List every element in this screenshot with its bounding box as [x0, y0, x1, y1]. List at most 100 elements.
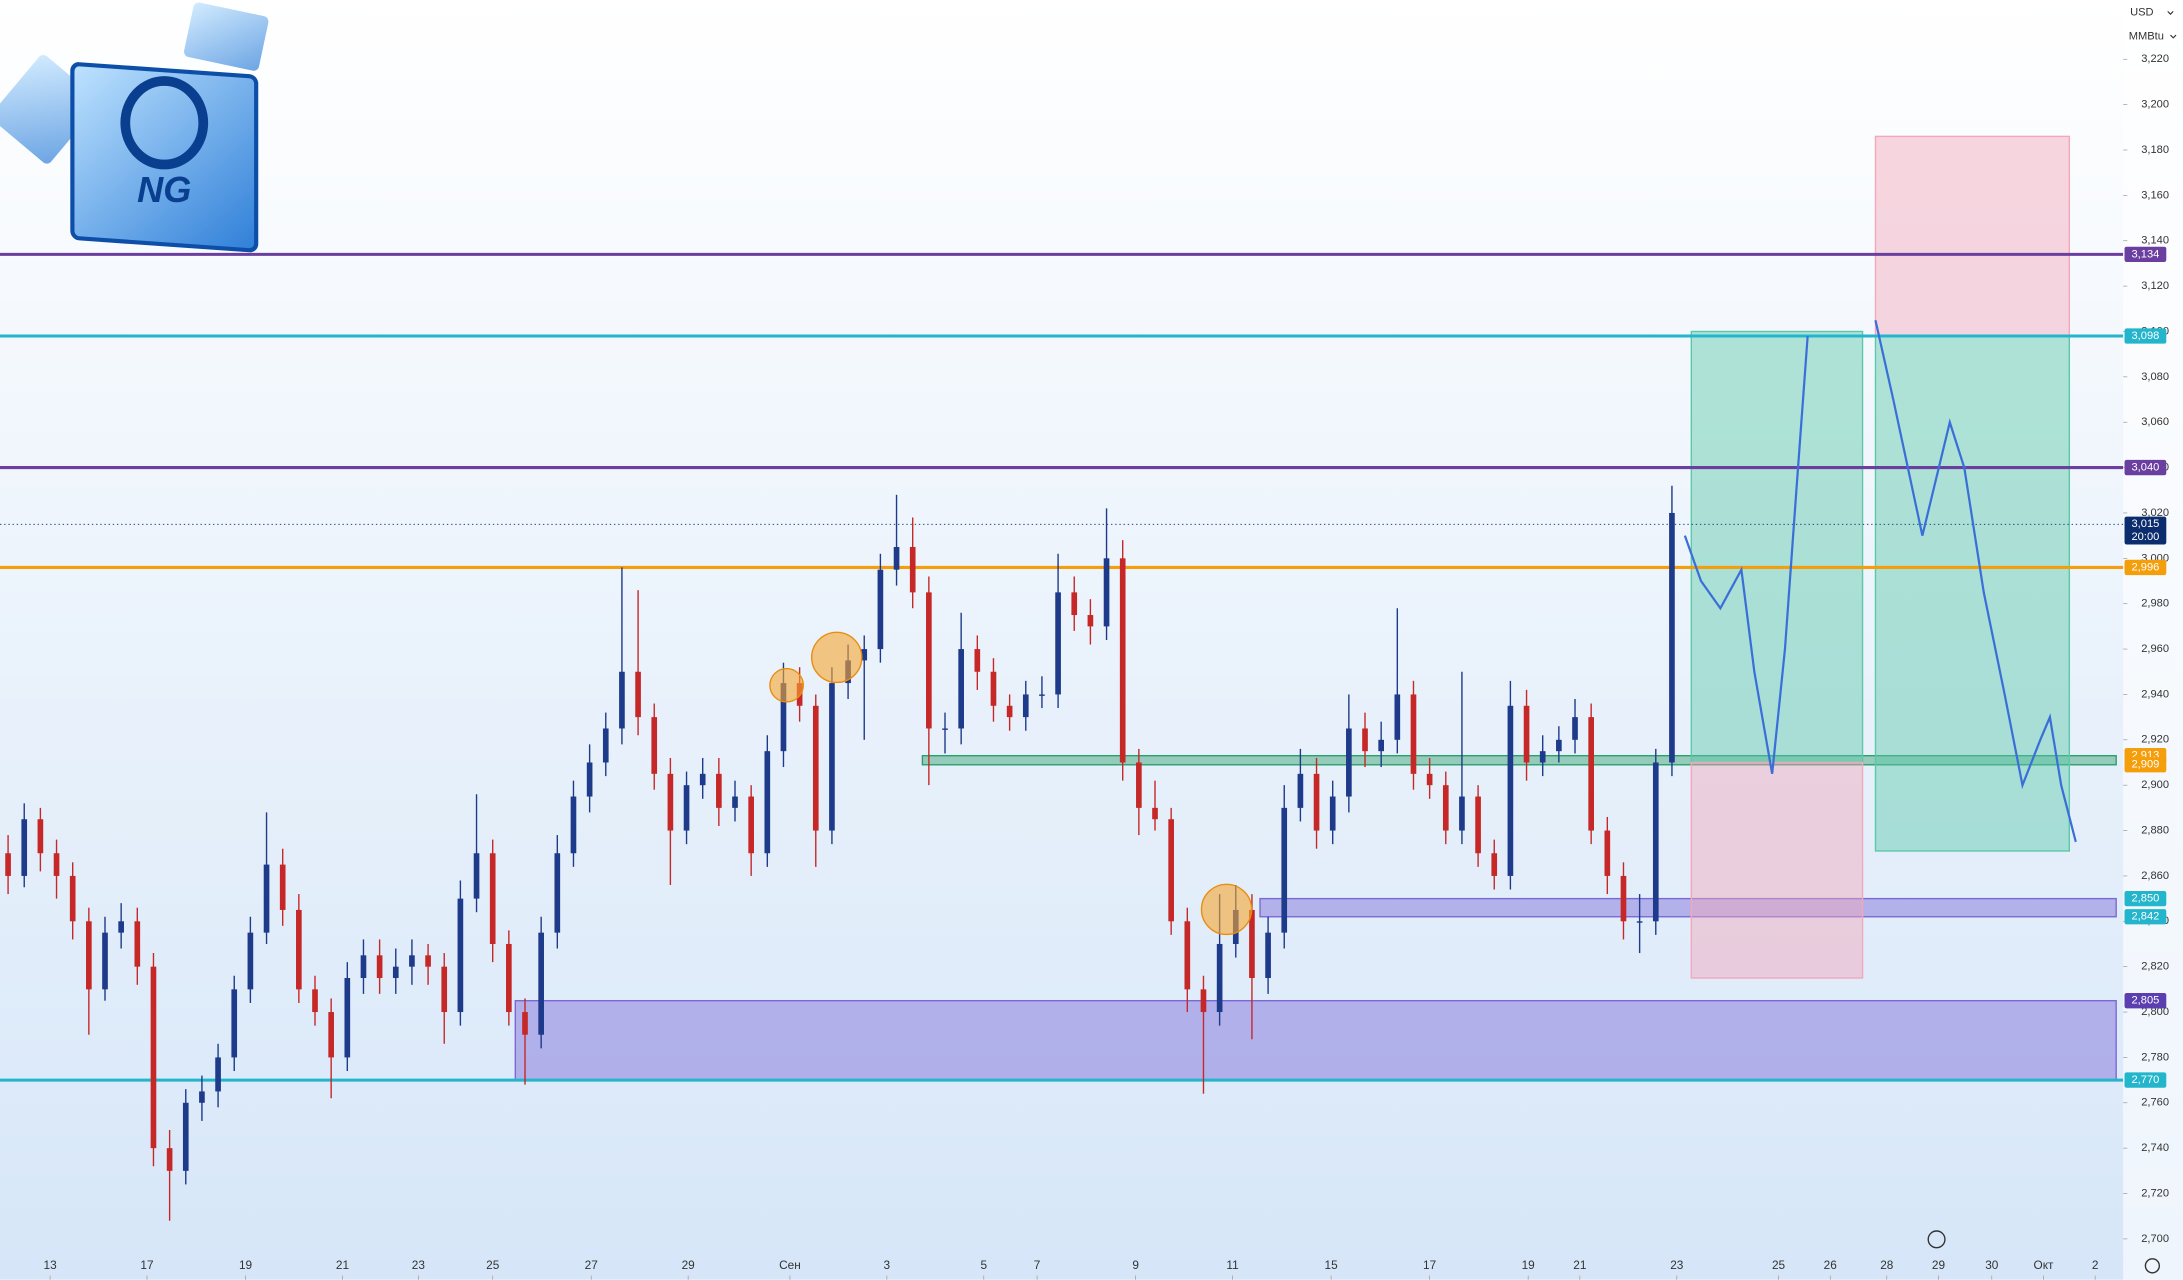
candle-body	[53, 853, 60, 876]
candle-body	[182, 1102, 189, 1171]
candle-body	[69, 875, 76, 922]
unit: MMBtu	[2129, 30, 2164, 42]
candle-body	[425, 955, 431, 967]
candle-body	[312, 989, 318, 1013]
y-tick-label: 2,960	[2141, 643, 2169, 655]
chevron	[2167, 11, 2174, 15]
x-tick-label: 2	[2092, 1258, 2099, 1272]
x-tick-label: 28	[1880, 1258, 1894, 1272]
price-tag-label: 3,040	[2131, 462, 2159, 474]
logo-text: NG	[137, 169, 191, 210]
candle-body	[538, 932, 544, 1035]
logo-main	[70, 62, 259, 253]
x-tick-label: 5	[980, 1258, 987, 1272]
price-tag	[2124, 459, 2167, 476]
candle-body	[1604, 830, 1611, 876]
clock-icon[interactable]	[1927, 1230, 1946, 1249]
candle-body	[1313, 773, 1320, 831]
candle-body	[1281, 807, 1288, 933]
candle-body	[1588, 717, 1594, 831]
candle-body	[1556, 739, 1562, 752]
candle-body	[716, 773, 722, 808]
y-tick-label: 2,860	[2141, 870, 2169, 882]
price-tag-label: 3,098	[2131, 330, 2159, 342]
candle-body	[1055, 592, 1061, 695]
candle-body	[457, 898, 464, 1013]
candle-body	[376, 955, 383, 979]
x-tick-label: 25	[486, 1258, 500, 1272]
candle-body	[1442, 785, 1449, 831]
highlight-circle	[1200, 883, 1253, 936]
candle-body	[893, 546, 900, 570]
candle-body	[732, 796, 738, 808]
price-tag-label: 3,015	[2131, 518, 2159, 530]
candle-body	[1636, 921, 1643, 923]
price-tag	[2124, 328, 2167, 344]
candle-body	[829, 683, 835, 831]
candle-body	[441, 966, 448, 1013]
x-tick-label: Сен	[779, 1258, 801, 1272]
candle-body	[974, 649, 981, 672]
price-axis	[2123, 0, 2183, 1280]
candle-body	[1119, 558, 1126, 763]
candle-body	[1039, 694, 1045, 696]
candle-body	[392, 966, 399, 979]
candle-body	[812, 705, 819, 831]
y-tick-label: 2,700	[2141, 1233, 2169, 1245]
candle-body	[1459, 796, 1465, 831]
y-tick-label: 3,020	[2141, 507, 2169, 519]
candle-body	[1410, 694, 1417, 774]
price-tag-label: 2,909	[2131, 759, 2159, 771]
candle-body	[1006, 705, 1013, 718]
price-tag-label: 2,850	[2131, 893, 2159, 905]
candle-body	[1071, 592, 1078, 616]
candle-body	[199, 1091, 205, 1103]
x-tick-label: 29	[682, 1258, 696, 1272]
y-tick-label: 3,080	[2141, 371, 2169, 383]
price-tag	[2124, 559, 2167, 576]
zone	[1874, 335, 2071, 852]
x-tick-label: 19	[239, 1258, 253, 1272]
price-tag-label: 2,996	[2131, 561, 2159, 573]
candle-body	[231, 989, 238, 1058]
highlight-circle	[810, 631, 863, 684]
zone	[1259, 897, 2117, 918]
candle-body	[1103, 558, 1110, 627]
projection-line	[1683, 319, 2077, 843]
candle-body	[1136, 762, 1142, 808]
logo: NG	[0, 2, 269, 253]
zone	[1690, 330, 1864, 764]
x-tick-label: 9	[1132, 1258, 1139, 1272]
candle-body	[279, 864, 286, 910]
candle-body	[360, 955, 367, 979]
candle-body	[990, 671, 997, 706]
candle-body	[409, 955, 415, 967]
candle-body	[1184, 921, 1191, 990]
candle-body	[909, 546, 916, 593]
candle-body	[1620, 875, 1627, 922]
x-tick-label: 7	[1034, 1258, 1041, 1272]
x-tick-label: 27	[585, 1258, 598, 1272]
price-tag	[2124, 909, 2167, 925]
candle-body	[667, 773, 674, 831]
candle-body	[1507, 705, 1514, 876]
candle-body	[5, 853, 11, 876]
settings-icon[interactable]	[2144, 1258, 2161, 1274]
candle-body	[102, 932, 108, 990]
candle-body	[1087, 615, 1094, 627]
candle-body	[699, 773, 706, 786]
y-tick-label: 2,900	[2141, 779, 2169, 791]
price-tag	[2124, 890, 2167, 907]
y-tick-label: 2,820	[2141, 961, 2169, 973]
candle-body	[166, 1148, 173, 1171]
x-tick-label: 25	[1772, 1258, 1786, 1272]
candle-body	[1394, 694, 1401, 740]
x-tick-label: 13	[43, 1258, 57, 1272]
candle-body	[926, 592, 932, 729]
x-tick-label: 23	[1670, 1258, 1684, 1272]
candle-body	[780, 683, 787, 752]
y-tick-label: 2,760	[2141, 1097, 2169, 1109]
candle-body	[215, 1057, 221, 1092]
candle-body	[1362, 728, 1368, 752]
candle-body	[1346, 728, 1352, 797]
